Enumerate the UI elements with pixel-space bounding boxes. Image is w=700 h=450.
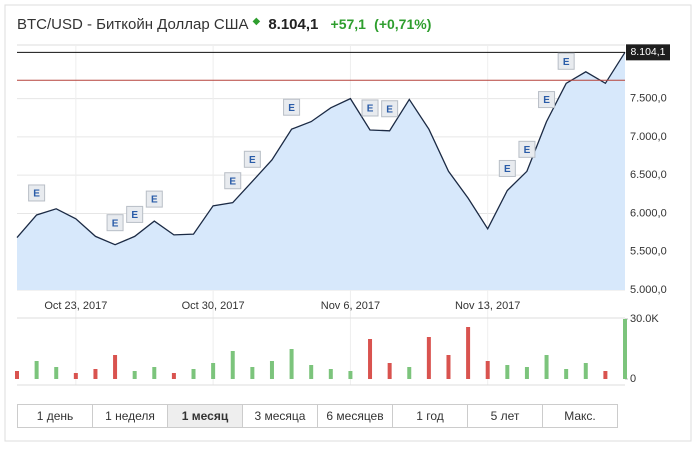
event-marker (106, 214, 124, 232)
volume-bar (132, 371, 137, 379)
range-button[interactable]: 5 лет (468, 405, 543, 427)
event-marker (538, 91, 556, 109)
volume-bar (15, 371, 19, 379)
event-marker (518, 140, 536, 158)
volume-bar (466, 327, 471, 379)
y-tick-label: 7.000,0 (630, 131, 667, 143)
event-label: E (33, 189, 40, 200)
volume-bar (191, 369, 196, 379)
event-label: E (504, 164, 511, 175)
volume-bar (54, 367, 59, 379)
event-label: E (112, 218, 119, 229)
last-price-label: 8.104,1 (630, 46, 665, 58)
volume-bar (603, 371, 608, 379)
volume-bar (289, 349, 294, 379)
volume-bar (407, 367, 412, 379)
event-marker (361, 99, 379, 117)
x-tick-label: Oct 23, 2017 (44, 300, 107, 312)
price-area (17, 52, 625, 290)
event-label: E (131, 210, 138, 221)
range-button[interactable]: 1 день (18, 405, 93, 427)
volume-bar (623, 319, 627, 379)
range-buttons: 1 день 1 неделя 1 месяц 3 месяца 6 месяцев 1 … (17, 404, 618, 428)
y-tick-label: 0 (630, 373, 636, 385)
change: +57,1 (330, 16, 366, 32)
volume-bar (93, 369, 98, 379)
event-marker (243, 150, 261, 168)
event-label: E (543, 95, 550, 106)
y-tick-label: 6.000,0 (630, 207, 667, 219)
range-button[interactable]: 3 месяца (243, 405, 318, 427)
volume-bar (113, 355, 118, 379)
event-label: E (386, 104, 393, 115)
price: 8.104,1 (268, 16, 319, 33)
range-button[interactable]: Макс. (543, 405, 617, 427)
instrument-title: BTC/USD - Биткойн Доллар США (17, 16, 249, 33)
x-tick-label: Nov 13, 2017 (455, 300, 520, 312)
x-tick-label: Nov 6, 2017 (321, 300, 380, 312)
y-tick-label: 5.000,0 (630, 284, 667, 296)
volume-bar (269, 361, 274, 379)
event-label: E (524, 145, 531, 156)
volume-bar (211, 363, 216, 379)
volume-bar (485, 361, 490, 379)
event-marker (126, 205, 144, 223)
volume-bar (387, 363, 392, 379)
volume-bar (505, 365, 510, 379)
range-button[interactable]: 1 год (393, 405, 468, 427)
volume-bar (524, 367, 529, 379)
y-tick-label: 7.500,0 (630, 93, 667, 105)
event-marker (381, 100, 399, 118)
change-percent: (+0,71%) (374, 16, 432, 32)
volume-panel: 0 30.0K (15, 313, 659, 386)
volume-bar (328, 369, 333, 379)
volume-bar (34, 361, 39, 379)
event-label: E (563, 57, 570, 68)
event-marker (224, 172, 242, 190)
volume-bar (309, 365, 314, 379)
event-label: E (249, 155, 256, 166)
event-marker (283, 98, 301, 116)
volume-bar (564, 369, 569, 379)
volume-bar (171, 373, 176, 379)
event-label: E (367, 104, 374, 115)
volume-bar (583, 363, 588, 379)
event-label: E (151, 195, 158, 206)
event-marker (145, 190, 163, 208)
range-button[interactable]: 6 месяцев (318, 405, 393, 427)
y-tick-label: 30.0K (630, 313, 659, 325)
range-button[interactable]: 1 месяц (168, 405, 243, 427)
event-label: E (229, 176, 236, 187)
up-icon: ◆ (252, 16, 261, 27)
x-tick-label: Oct 30, 2017 (182, 300, 245, 312)
event-marker (498, 159, 516, 177)
last-price-tag (626, 44, 670, 61)
volume-bar (348, 371, 353, 379)
volume-bar (368, 339, 373, 379)
price-panel: 5.000,0 5.500,0 6.000,0 6.500,0 7.000,0 7.500… (16, 44, 670, 385)
volume-bar (544, 355, 549, 379)
header: BTC/USD - Биткойн Доллар США ◆ 8.104,1 +5… (17, 16, 431, 33)
event-marker (557, 52, 575, 70)
volume-bar (250, 367, 255, 379)
volume-bar (446, 355, 451, 379)
frame (4, 4, 692, 442)
volume-bar (426, 337, 431, 379)
price-line (16, 51, 626, 246)
volume-bar (230, 351, 235, 379)
range-button[interactable]: 1 неделя (93, 405, 168, 427)
y-tick-label: 6.500,0 (630, 169, 667, 181)
volume-bar (73, 373, 78, 379)
event-marker (28, 184, 46, 202)
y-tick-label: 5.500,0 (630, 246, 667, 258)
event-label: E (288, 103, 295, 114)
volume-bar (152, 367, 157, 379)
